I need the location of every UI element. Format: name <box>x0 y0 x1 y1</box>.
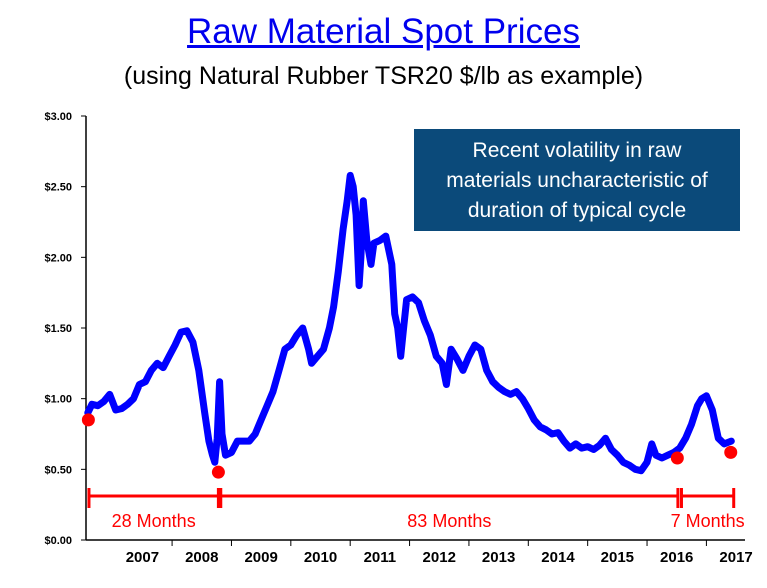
x-tick-label: 2014 <box>541 549 575 566</box>
x-tick-label: 2008 <box>185 549 218 566</box>
period-label: 83 Months <box>407 511 491 531</box>
x-tick-label: 2011 <box>364 549 397 566</box>
y-tick-label: $0.00 <box>44 535 72 547</box>
y-tick-label: $2.00 <box>44 252 72 264</box>
cycle-marker <box>81 413 95 427</box>
x-tick-label: 2016 <box>660 549 693 566</box>
axes: $0.00 $0.50 $1.00 $1.50 $2.00 $2.50 $3.00 2007 2… <box>44 111 752 566</box>
x-tick-label: 2017 <box>719 549 752 566</box>
period-label: 7 Months <box>671 511 745 531</box>
price-series-line <box>84 171 735 475</box>
y-tick-label: $0.50 <box>44 464 72 476</box>
period-bracket <box>679 488 736 508</box>
periods-layer: 28 Months 83 Months 7 Months <box>87 488 745 531</box>
chart-subtitle: (using Natural Rubber TSR20 $/lb as exam… <box>123 62 644 90</box>
y-tick-label: $3.00 <box>44 111 72 123</box>
x-tick-label: 2007 <box>126 549 159 566</box>
cycle-marker <box>670 451 684 465</box>
x-tick-label: 2009 <box>244 549 277 566</box>
cycle-marker <box>211 465 225 479</box>
y-tick-label: $2.50 <box>44 182 72 194</box>
callout-line-3: duration of typical cycle <box>467 199 687 222</box>
y-tick-label: $1.00 <box>44 394 72 406</box>
x-tick-label: 2015 <box>601 549 634 566</box>
y-tick-label: $1.50 <box>44 323 72 335</box>
chart-title: Raw Material Spot Prices <box>187 12 580 51</box>
x-tick-label: 2010 <box>304 549 337 566</box>
x-tick-label: 2013 <box>482 549 515 566</box>
callout-line-2: materials uncharacteristic of <box>446 169 708 192</box>
callout-line-1: Recent volatility in raw <box>472 139 682 162</box>
x-tick-label: 2012 <box>423 549 456 566</box>
series-layer <box>84 171 735 475</box>
period-bracket <box>219 488 680 508</box>
period-label: 28 Months <box>112 511 196 531</box>
period-bracket <box>87 488 220 508</box>
markers-layer <box>81 413 738 479</box>
volatility-callout: Recent volatility in raw materials uncha… <box>414 129 740 231</box>
cycle-marker <box>724 445 738 459</box>
